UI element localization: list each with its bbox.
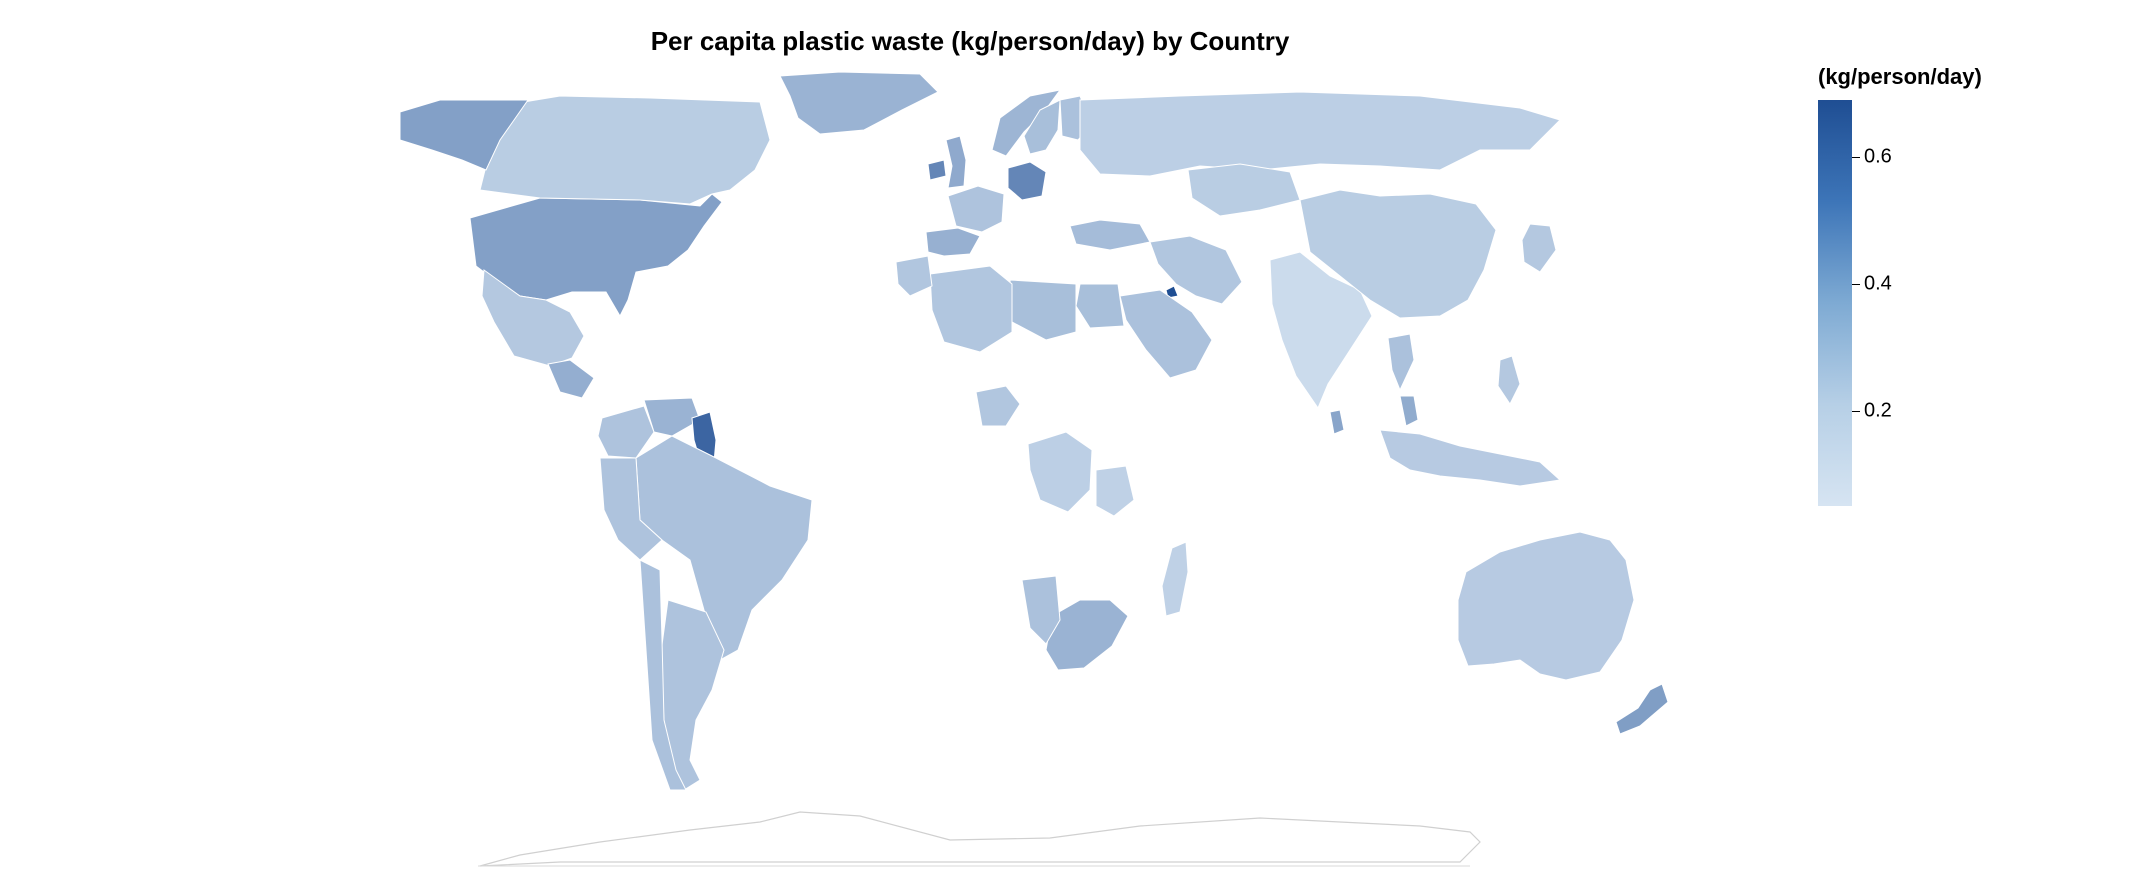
legend-title: (kg/person/day): [1818, 64, 1982, 89]
region-kazakhstan: [1187, 163, 1301, 217]
region-russia: [1079, 91, 1561, 177]
region-philippines: [1497, 355, 1521, 405]
region-brazil: [635, 435, 813, 661]
region-indonesia: [1379, 429, 1562, 487]
legend-tick: [1852, 410, 1860, 412]
region-mexico: [481, 269, 585, 367]
region-new-zealand: [1615, 683, 1669, 735]
region-malaysia: [1399, 395, 1419, 427]
region-guatemala: [547, 359, 595, 399]
region-algeria: [929, 265, 1013, 353]
region-morocco: [895, 255, 933, 297]
region-united-kingdom: [945, 135, 967, 189]
region-australia: [1457, 531, 1635, 681]
color-legend: (kg/person/day) 0.6 0.4 0.2: [1818, 64, 2118, 524]
legend-tick-label: 0.2: [1864, 399, 1892, 422]
region-tanzania: [1095, 465, 1135, 517]
region-venezuela: [643, 397, 701, 437]
region-alaska-us: [399, 99, 529, 171]
region-libya: [1009, 279, 1077, 341]
region-turkey: [1069, 219, 1151, 251]
region-canada: [479, 95, 771, 205]
region-namibia: [1021, 575, 1061, 645]
region-greenland: [779, 71, 939, 135]
region-dr-congo: [1027, 431, 1093, 513]
region-thailand: [1387, 333, 1415, 392]
region-sri-lanka: [1329, 409, 1345, 435]
region-norway: [991, 89, 1062, 157]
legend-tick-label: 0.6: [1864, 145, 1892, 168]
region-japan: [1521, 223, 1557, 273]
region-india: [1269, 251, 1373, 410]
legend-tick: [1852, 283, 1860, 285]
region-saudi-arabia: [1119, 289, 1213, 379]
region-china: [1299, 189, 1497, 319]
chart-title: Per capita plastic waste (kg/person/day)…: [650, 26, 1290, 56]
map-regions: [399, 71, 1669, 791]
region-egypt: [1075, 283, 1125, 329]
region-chile: [639, 559, 687, 791]
region-peru: [599, 457, 663, 561]
legend-tick: [1852, 157, 1860, 159]
region-madagascar: [1161, 541, 1189, 617]
region-germany: [1007, 161, 1047, 201]
region-spain: [925, 227, 981, 257]
region-south-africa: [1045, 599, 1129, 671]
legend-tick-label: 0.4: [1864, 272, 1892, 295]
region-colombia: [597, 405, 655, 459]
region-iran: [1149, 235, 1243, 305]
legend-color-bar: [1818, 100, 1852, 506]
antarctica-outline: [479, 811, 1481, 867]
region-ireland: [927, 159, 947, 181]
region-nigeria: [975, 385, 1021, 427]
region-sweden: [1023, 99, 1061, 155]
region-france: [947, 185, 1005, 233]
